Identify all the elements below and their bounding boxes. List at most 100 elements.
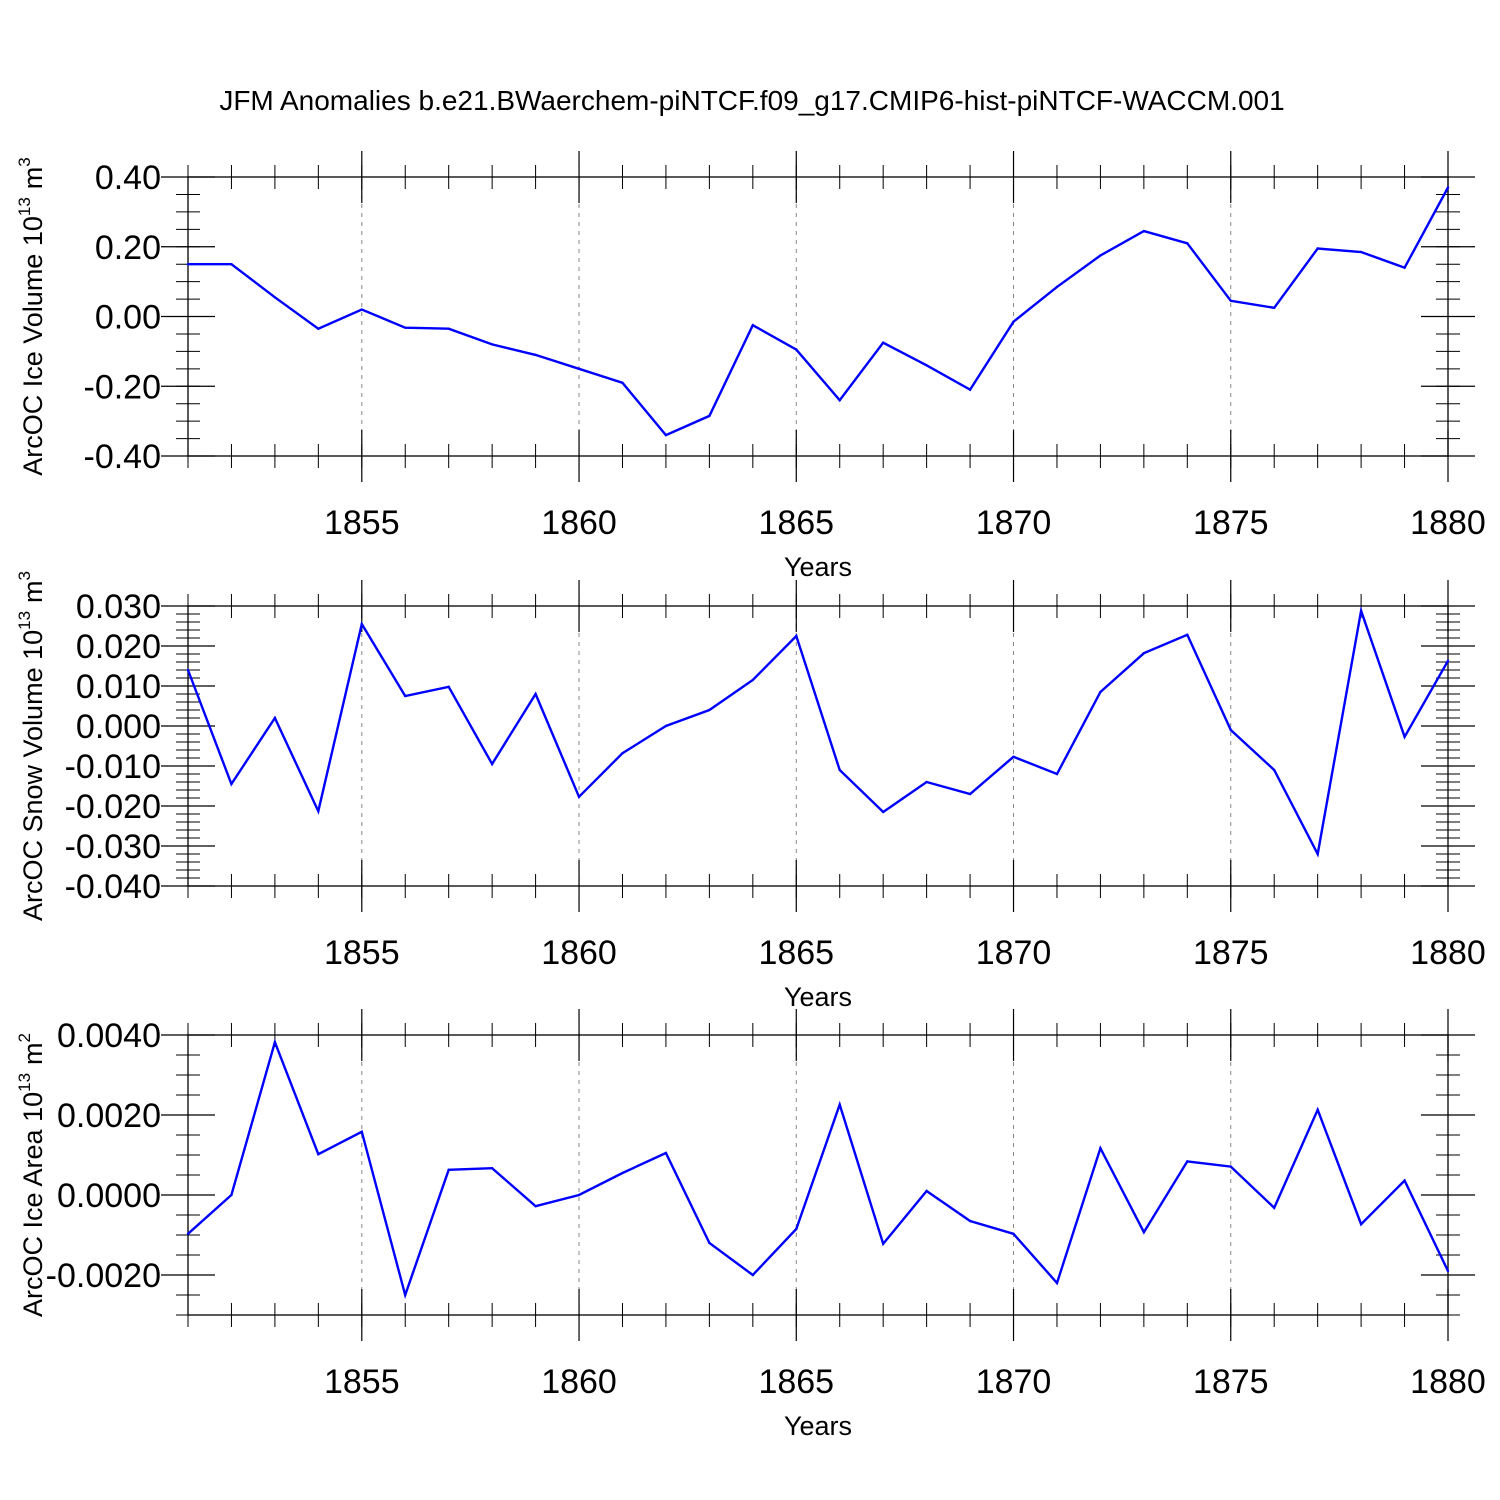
panel-ice-area: -0.0020 0.0000 0.0020 0.0040 1855 1860 1865 187… bbox=[15, 1009, 1486, 1441]
data-point bbox=[1099, 1147, 1102, 1150]
y-axis-label-unit: m bbox=[18, 580, 48, 603]
x-tick-label: 1855 bbox=[324, 504, 400, 542]
plot-frame bbox=[187, 1034, 1449, 1316]
panel-ice-volume: -0.40 -0.20 0.00 0.20 0.40 1855 1860 1865 1870 18… bbox=[15, 151, 1486, 582]
data-point bbox=[1099, 254, 1102, 257]
y-tick-label: 0.000 bbox=[76, 708, 161, 746]
y-axis-label-text: ArcOC Ice Area 10 bbox=[18, 1092, 48, 1317]
data-point bbox=[1142, 229, 1146, 233]
data-point bbox=[621, 381, 624, 384]
y-axis-label-unit-exponent: 2 bbox=[15, 1033, 34, 1042]
data-point bbox=[447, 685, 450, 688]
data-point bbox=[795, 1227, 798, 1231]
data-point bbox=[534, 1205, 537, 1208]
x-tick-label: 1870 bbox=[976, 504, 1052, 542]
y-tick-label: -0.020 bbox=[65, 788, 161, 826]
data-point bbox=[881, 810, 885, 814]
x-tick-label: 1855 bbox=[324, 934, 400, 972]
data-point bbox=[664, 724, 668, 728]
y-tick-label: 0.010 bbox=[76, 668, 161, 706]
data-point bbox=[360, 1130, 363, 1134]
data-point bbox=[577, 367, 581, 371]
y-axis-label-unit-exponent: 3 bbox=[15, 157, 34, 166]
y-axis-label-exponent: 13 bbox=[15, 1073, 34, 1092]
y-axis-label-exponent: 13 bbox=[15, 611, 34, 630]
x-tick-label: 1870 bbox=[976, 934, 1052, 972]
data-point bbox=[1012, 1232, 1015, 1236]
x-tick-label: 1875 bbox=[1193, 1363, 1269, 1401]
data-point bbox=[273, 716, 277, 720]
data-point bbox=[1055, 285, 1059, 289]
plot-frame bbox=[187, 605, 1449, 887]
data-point bbox=[490, 1167, 494, 1170]
y-tick-label: 0.020 bbox=[76, 628, 161, 666]
data-point bbox=[925, 780, 928, 784]
plot-frame bbox=[187, 176, 1449, 457]
x-tick-label: 1875 bbox=[1193, 934, 1269, 972]
y-axis-label: ArcOC Snow Volume 1013 m3 bbox=[15, 571, 48, 921]
y-tick-label: 0.0000 bbox=[57, 1177, 161, 1215]
data-point bbox=[1403, 1179, 1406, 1182]
data-point bbox=[186, 1232, 190, 1236]
y-axis-label: ArcOC Ice Volume 1013 m3 bbox=[15, 157, 48, 476]
data-point bbox=[968, 792, 972, 796]
data-point bbox=[1316, 1108, 1319, 1112]
y-axis-label-unit-exponent: 3 bbox=[15, 571, 34, 580]
data-point bbox=[968, 388, 972, 391]
series-line bbox=[186, 606, 1450, 858]
data-point bbox=[317, 327, 320, 330]
data-point bbox=[881, 1242, 885, 1246]
x-axis-label: Years bbox=[784, 1411, 852, 1441]
series-line bbox=[188, 186, 1450, 437]
data-point bbox=[708, 708, 711, 712]
data-point bbox=[1403, 735, 1406, 738]
data-point bbox=[1359, 250, 1363, 254]
y-tick-label: 0.0020 bbox=[57, 1097, 161, 1135]
y-tick-label: -0.20 bbox=[84, 368, 162, 406]
data-point bbox=[708, 1241, 711, 1245]
data-point bbox=[186, 668, 190, 672]
data-point bbox=[1273, 768, 1276, 772]
data-point bbox=[751, 1273, 755, 1277]
data-point bbox=[1273, 1206, 1276, 1210]
x-tick-label: 1875 bbox=[1193, 504, 1269, 542]
data-point bbox=[1012, 755, 1015, 758]
y-tick-label: -0.010 bbox=[65, 748, 161, 786]
y-axis-label-text: ArcOC Ice Volume 10 bbox=[18, 216, 48, 476]
data-point bbox=[230, 1193, 233, 1197]
y-axis-label-exponent: 13 bbox=[15, 197, 34, 216]
data-point bbox=[1055, 772, 1059, 776]
data-point bbox=[1099, 690, 1102, 694]
data-point bbox=[490, 762, 494, 766]
data-point bbox=[1316, 247, 1319, 250]
data-point bbox=[1446, 186, 1450, 189]
x-axis-label: Years bbox=[784, 552, 852, 582]
data-point bbox=[273, 296, 277, 299]
data-point bbox=[751, 324, 755, 327]
data-point bbox=[795, 634, 798, 638]
data-point bbox=[404, 1293, 407, 1297]
data-point bbox=[577, 795, 581, 798]
data-point bbox=[273, 1041, 277, 1044]
x-tick-label: 1870 bbox=[976, 1363, 1052, 1401]
x-tick-label: 1880 bbox=[1410, 934, 1486, 972]
series-line bbox=[187, 1038, 1450, 1300]
data-point bbox=[230, 782, 233, 786]
data-point bbox=[317, 1153, 320, 1156]
data-point bbox=[447, 327, 450, 330]
data-point bbox=[1229, 299, 1232, 303]
data-point bbox=[490, 343, 494, 346]
data-point bbox=[1446, 659, 1450, 662]
x-tick-label: 1860 bbox=[541, 1363, 617, 1401]
data-point bbox=[360, 622, 363, 626]
y-axis-label-unit: m bbox=[18, 167, 48, 190]
y-tick-label: -0.040 bbox=[65, 868, 161, 906]
y-tick-label: 0.40 bbox=[95, 159, 161, 197]
data-point bbox=[1229, 728, 1232, 732]
x-tick-label: 1880 bbox=[1410, 1363, 1486, 1401]
data-point bbox=[708, 414, 711, 418]
data-point bbox=[317, 810, 320, 813]
y-axis-label-text: ArcOC Snow Volume 10 bbox=[18, 630, 48, 921]
data-point bbox=[534, 692, 537, 696]
